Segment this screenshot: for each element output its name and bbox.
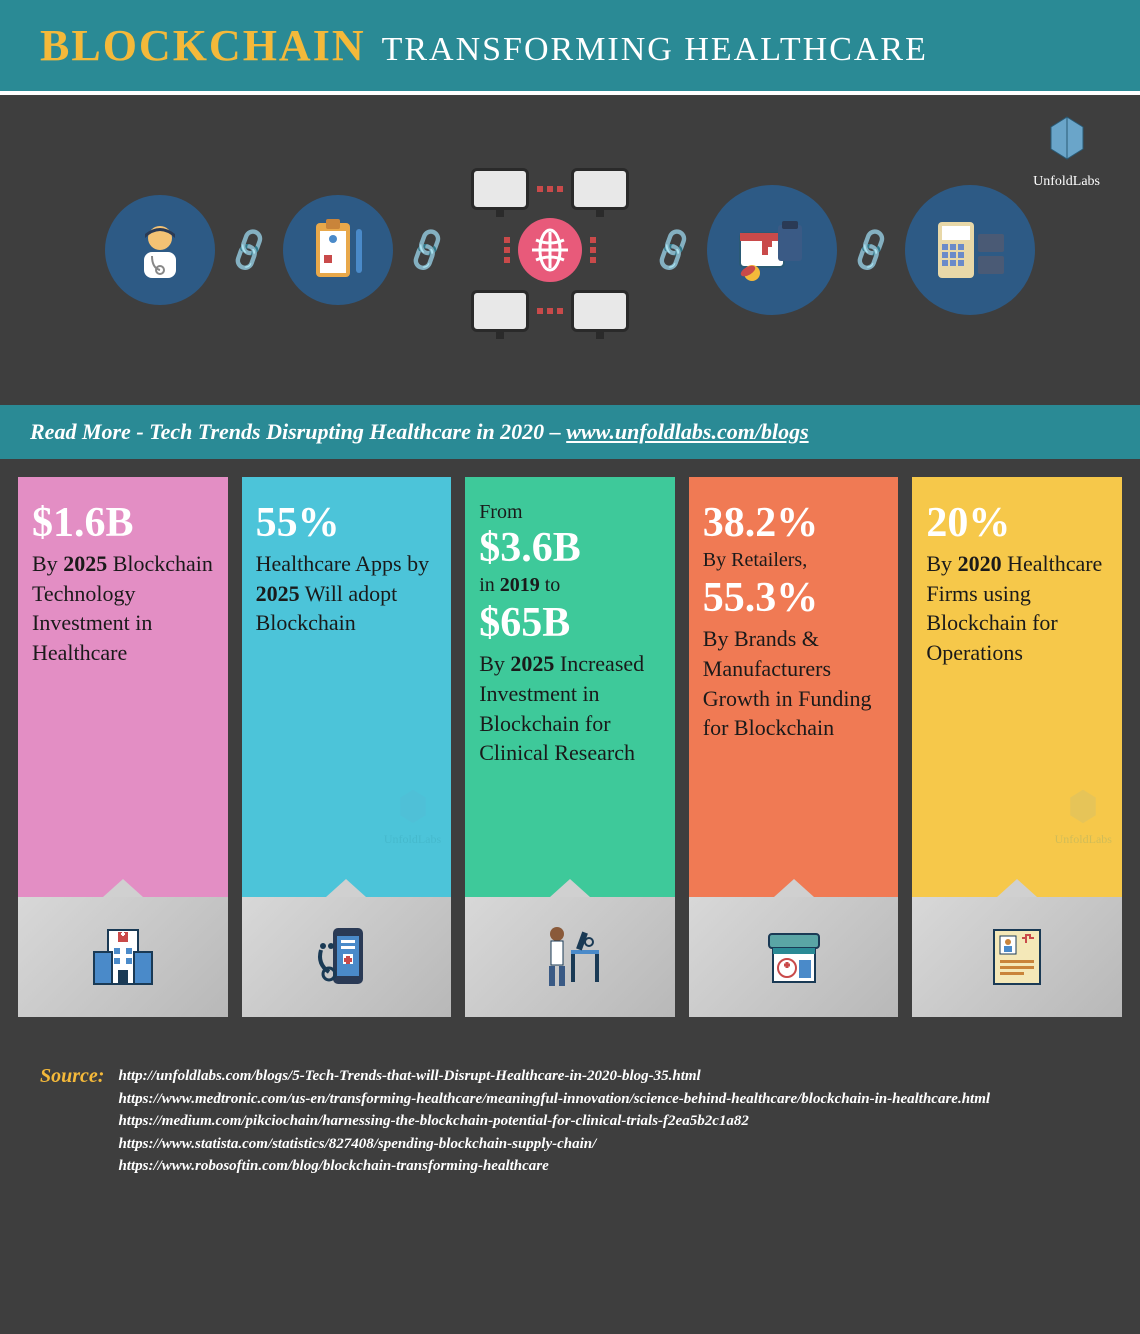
calculator-circle <box>905 185 1035 315</box>
globe-icon <box>518 218 582 282</box>
monitor-icon <box>571 168 629 210</box>
doctor-circle <box>105 195 215 305</box>
brand-name: UnfoldLabs <box>1033 174 1100 190</box>
title-word1: BLOCKCHAIN <box>40 20 366 71</box>
monitor-icon <box>571 290 629 332</box>
stat-card: 55%Healthcare Apps by 2025 Will adopt Bl… <box>242 477 452 1017</box>
readmore-prefix: Read More - <box>30 419 149 444</box>
stat-value: $1.6B <box>32 501 214 545</box>
stat-card: 20%By 2020 Healthcare Firms using Blockc… <box>912 477 1122 1017</box>
card-footer <box>242 897 452 1017</box>
clipboard-icon <box>308 215 368 285</box>
stat-description: By Brands & Manufacturers Growth in Fund… <box>703 624 885 743</box>
card-footer <box>912 897 1122 1017</box>
sources-label: Source: <box>40 1065 104 1088</box>
medkit-icon <box>732 215 812 285</box>
title-bar: BLOCKCHAIN TRANSFORMING HEALTHCARE <box>0 0 1140 95</box>
calculator-icon <box>932 216 1008 284</box>
watermark: UnfoldLabs <box>384 788 441 847</box>
stat-description: By 2025 Increased Investment in Blockcha… <box>479 649 661 768</box>
stat-value-2: 55.3% <box>703 576 885 620</box>
stat-card: From$3.6B in 2019 to $65BBy 2025 Increased… <box>465 477 675 1017</box>
monitor-icon <box>471 290 529 332</box>
stat-card: 38.2% By Retailers, 55.3%By Brands & Manuf… <box>689 477 899 1017</box>
source-url: https://www.statista.com/statistics/8274… <box>118 1133 990 1156</box>
stat-mid: in 2019 to <box>479 574 661 597</box>
card-footer <box>18 897 228 1017</box>
monitor-icon <box>471 168 529 210</box>
chain-icon: 🔗 <box>845 224 897 275</box>
card-footer <box>689 897 899 1017</box>
readmore-link[interactable]: www.unfoldlabs.com/blogs <box>566 419 808 444</box>
stat-cards: $1.6BBy 2025 Blockchain Technology Inves… <box>0 459 1140 1035</box>
hero-panel: UnfoldLabs 🔗 🔗 <box>0 95 1140 405</box>
medkit-circle <box>707 185 837 315</box>
stat-value: 38.2% <box>703 501 885 545</box>
readmore-suffix: – <box>550 419 567 444</box>
stat-description: Healthcare Apps by 2025 Will adopt Block… <box>256 549 438 638</box>
clipboard-circle <box>283 195 393 305</box>
stat-card: $1.6BBy 2025 Blockchain Technology Inves… <box>18 477 228 1017</box>
stat-value: 20% <box>926 501 1108 545</box>
stat-value: $3.6B <box>479 526 661 570</box>
brand-logo: UnfoldLabs <box>1033 115 1100 190</box>
stat-description: By 2020 Healthcare Firms using Blockchai… <box>926 549 1108 668</box>
source-url: http://unfoldlabs.com/blogs/5-Tech-Trend… <box>118 1065 990 1088</box>
source-url: https://medium.com/pikciochain/harnessin… <box>118 1110 990 1133</box>
watermark: UnfoldLabs <box>1055 788 1112 847</box>
readmore-text: Tech Trends Disrupting Healthcare in 202… <box>149 419 544 444</box>
cube-icon <box>1047 115 1087 165</box>
stat-prefix: From <box>479 501 661 524</box>
sources-list: http://unfoldlabs.com/blogs/5-Tech-Trend… <box>118 1065 990 1178</box>
stat-description: By 2025 Blockchain Technology Investment… <box>32 549 214 668</box>
stat-value: 55% <box>256 501 438 545</box>
title-word2: TRANSFORMING HEALTHCARE <box>382 31 928 69</box>
card-footer <box>465 897 675 1017</box>
chain-icon: 🔗 <box>647 224 699 275</box>
chain-icon: 🔗 <box>223 224 275 275</box>
network-diagram <box>461 168 639 332</box>
stat-value-2: $65B <box>479 601 661 645</box>
source-url: https://www.medtronic.com/us-en/transfor… <box>118 1088 990 1111</box>
sources-section: Source: http://unfoldlabs.com/blogs/5-Te… <box>0 1035 1140 1218</box>
source-url: https://www.robosoftin.com/blog/blockcha… <box>118 1155 990 1178</box>
stat-mid: By Retailers, <box>703 549 885 572</box>
chain-icon: 🔗 <box>401 224 453 275</box>
doctor-icon <box>130 220 190 280</box>
readmore-bar: Read More - Tech Trends Disrupting Healt… <box>0 405 1140 459</box>
